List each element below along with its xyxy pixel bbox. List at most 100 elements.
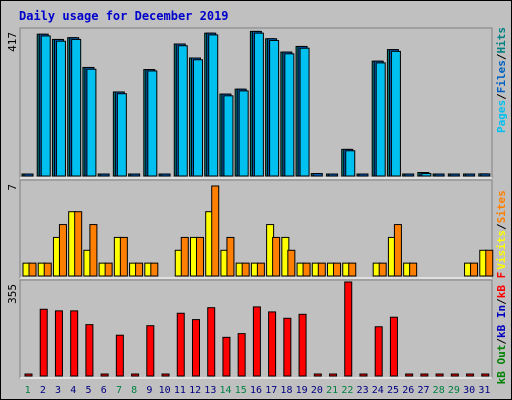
pages-bar-day-7: [116, 93, 127, 177]
files-bar-day-26: [404, 173, 415, 177]
legend-kbytes-separator: /: [495, 338, 508, 345]
sites-bar-day-31: [485, 249, 494, 277]
kbytes-bar-day-29: [450, 373, 459, 377]
legend-pages-files-hits: Pages/Files/Hits: [495, 27, 508, 133]
x-tick-label-day-23: 23: [357, 385, 369, 396]
kbytes-bar-day-18: [283, 317, 292, 377]
pages-bar-day-11: [177, 45, 188, 177]
kbytes-bar-day-16: [252, 306, 261, 377]
kbytes-bar-day-5: [85, 324, 94, 377]
legend-pages-files-hits-part-3: Hits: [495, 27, 508, 54]
files-bar-day-29: [449, 173, 460, 177]
pages-bar-day-4: [71, 38, 82, 177]
legend-pages-files-hits-part-1: Pages: [495, 100, 508, 133]
x-tick-label-day-24: 24: [372, 385, 384, 396]
kbytes-bar-day-30: [466, 373, 475, 377]
y-max-label-panel-2: 7: [6, 184, 19, 191]
x-tick-label-day-18: 18: [280, 385, 292, 396]
sites-bar-day-1: [28, 262, 37, 277]
x-tick-label-day-27: 27: [417, 385, 429, 396]
x-tick-label-day-25: 25: [387, 385, 399, 396]
pages-bar-day-13: [208, 34, 219, 177]
kbytes-bar-day-28: [435, 373, 444, 377]
kbytes-bar-day-10: [161, 373, 170, 377]
kbytes-bar-day-6: [100, 373, 109, 377]
y-max-label-panel-3: 355: [6, 284, 19, 304]
x-tick-label-day-17: 17: [265, 385, 277, 396]
pages-bar-day-24: [375, 62, 386, 177]
sites-bar-day-2: [43, 262, 52, 277]
sites-bar-day-30: [470, 262, 479, 277]
files-bar-day-28: [434, 173, 445, 177]
kbytes-bar-day-3: [54, 310, 63, 377]
legend-visits-sites-part-2: Sites: [495, 190, 508, 223]
files-bar-day-30: [465, 173, 476, 177]
kbytes-bar-day-17: [268, 311, 277, 377]
plot-panel-2: [19, 179, 493, 279]
kbytes-bar-day-23: [359, 373, 368, 377]
kbytes-bar-day-22: [344, 281, 353, 377]
pages-bar-day-19: [299, 47, 310, 177]
pages-bar-day-27: [421, 173, 432, 177]
x-tick-label-day-30: 30: [463, 385, 475, 396]
legend-pages-files-hits-part-2: Files: [495, 60, 508, 93]
x-tick-label-day-5: 5: [86, 385, 92, 396]
kbytes-bar-day-4: [70, 310, 79, 377]
legend-kbytes-part-3: kB F: [495, 272, 508, 299]
x-tick-label-day-12: 12: [189, 385, 201, 396]
kbytes-bar-day-20: [313, 373, 322, 377]
legend-visits-sites-separator: /: [495, 223, 508, 230]
pages-bar-day-5: [86, 68, 97, 177]
pages-bar-day-25: [390, 50, 401, 177]
kbytes-bar-day-25: [389, 316, 398, 377]
pages-bar-day-17: [269, 40, 280, 177]
x-tick-label-day-11: 11: [174, 385, 186, 396]
kbytes-bar-day-19: [298, 313, 307, 377]
sites-bar-day-14: [226, 236, 235, 277]
kbytes-bar-day-26: [405, 373, 414, 377]
kbytes-bar-day-31: [481, 373, 490, 377]
legend-kbytes: kB Out/kB In/kB F: [495, 272, 508, 385]
x-tick-label-day-31: 31: [478, 385, 490, 396]
sites-bar-day-3: [58, 224, 67, 277]
kbytes-bar-day-2: [39, 308, 48, 377]
legend-visits-sites-part-1: Visits: [495, 230, 508, 270]
legend-kbytes-separator: /: [495, 298, 508, 305]
sites-bar-day-19: [302, 262, 311, 277]
files-bar-day-23: [358, 173, 369, 177]
x-tick-label-day-2: 2: [40, 385, 46, 396]
legend-kbytes-part-1: kB Out: [495, 345, 508, 385]
pages-bar-day-12: [192, 59, 203, 177]
pages-bar-day-2: [40, 35, 51, 177]
files-bar-day-20: [312, 173, 323, 177]
legend-visits-sites: Visits/Sites: [495, 190, 508, 270]
x-tick-label-day-19: 19: [296, 385, 308, 396]
pages-bar-day-14: [223, 95, 234, 177]
sites-bar-day-6: [104, 262, 113, 277]
pages-bar-day-3: [55, 40, 66, 177]
pages-bar-day-9: [147, 70, 158, 177]
sites-bar-day-26: [409, 262, 418, 277]
x-tick-label-day-6: 6: [101, 385, 107, 396]
sites-bar-day-22: [348, 262, 357, 277]
kbytes-bar-day-1: [24, 373, 33, 377]
sites-bar-day-15: [241, 262, 250, 277]
legend-pages-files-hits-separator: /: [495, 93, 508, 100]
kbytes-bar-day-14: [222, 336, 231, 377]
sites-bar-day-20: [317, 262, 326, 277]
sites-bar-day-21: [333, 262, 342, 277]
files-bar-day-1: [23, 173, 34, 177]
sites-bar-day-13: [211, 185, 220, 277]
x-tick-label-day-22: 22: [341, 385, 353, 396]
x-tick-label-day-1: 1: [25, 385, 31, 396]
x-tick-label-day-16: 16: [250, 385, 262, 396]
sites-bar-day-11: [180, 236, 189, 277]
x-tick-label-day-28: 28: [433, 385, 445, 396]
pages-bar-day-22: [345, 150, 356, 177]
sites-bar-day-16: [256, 262, 265, 277]
files-bar-day-21: [328, 173, 339, 177]
x-tick-label-day-15: 15: [235, 385, 247, 396]
kbytes-bar-day-27: [420, 373, 429, 377]
x-tick-label-day-26: 26: [402, 385, 414, 396]
